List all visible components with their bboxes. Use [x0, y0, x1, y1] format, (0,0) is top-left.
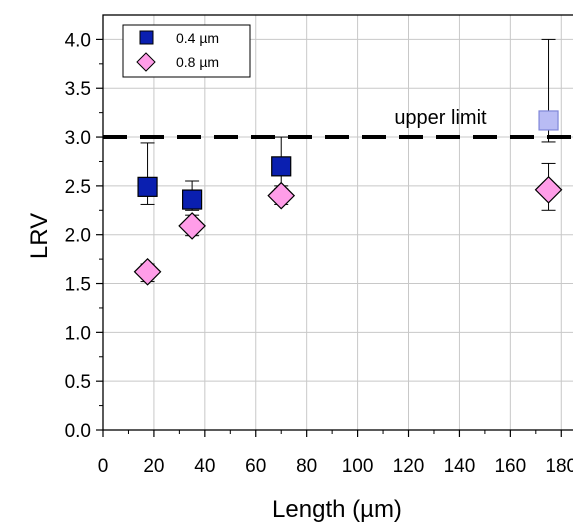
- x-tick-label: 100: [342, 456, 374, 477]
- x-tick-label: 120: [393, 456, 425, 477]
- data-markers: [133, 110, 563, 286]
- plot-frame: [102, 14, 573, 431]
- x-tick-label: 40: [194, 456, 215, 477]
- y-tick-label: 1.0: [65, 323, 91, 344]
- y-tick-label: 2.0: [65, 226, 91, 247]
- y-axis-label: LRV: [26, 213, 53, 259]
- y-tick-label: 0.0: [65, 421, 91, 442]
- x-tick-labels: 0 20 40 60 80 100 120 140 160 180: [98, 456, 573, 477]
- square-marker: [182, 189, 203, 210]
- y-tick-label: 3.5: [65, 79, 91, 100]
- x-tick-label: 60: [245, 456, 266, 477]
- x-tick-label: 180: [545, 456, 573, 477]
- x-tick-label: 140: [444, 456, 476, 477]
- legend-label-0-4um: 0.4 µm: [176, 30, 219, 46]
- diamond-marker: [133, 257, 162, 286]
- diamond-marker: [534, 175, 563, 204]
- x-tick-label: 160: [494, 456, 526, 477]
- x-axis-label: Length (µm): [272, 496, 402, 523]
- square-marker: [271, 156, 292, 177]
- legend: 0.4 µm 0.8 µm: [122, 24, 251, 78]
- legend-marker-0-4um: [139, 30, 154, 45]
- axis-ticks: [96, 38, 562, 437]
- x-tick-label: 80: [296, 456, 317, 477]
- diamond-marker: [267, 181, 296, 210]
- legend-marker-0-8um: [136, 52, 156, 72]
- y-tick-label: 3.0: [65, 128, 91, 149]
- y-tick-label: 2.5: [65, 177, 91, 198]
- square-marker: [538, 110, 559, 131]
- x-tick-label: 20: [143, 456, 164, 477]
- diamond-marker: [178, 212, 206, 240]
- legend-label-0-8um: 0.8 µm: [176, 54, 219, 70]
- y-tick-label: 4.0: [65, 30, 91, 51]
- y-tick-labels: 0.0 0.5 1.0 1.5 2.0 2.5 3.0 3.5 4.0: [65, 30, 91, 442]
- upper-limit-label: upper limit: [394, 107, 487, 129]
- square-marker: [137, 176, 158, 197]
- x-tick-label: 0: [98, 456, 109, 477]
- y-tick-label: 1.5: [65, 275, 91, 296]
- y-tick-label: 0.5: [65, 372, 91, 393]
